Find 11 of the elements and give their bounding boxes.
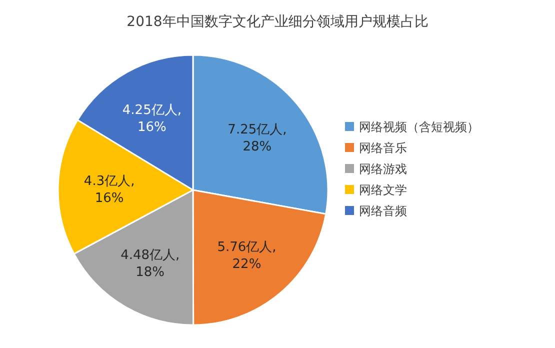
chart-title: 2018年中国数字文化产业细分领域用户规模占比 bbox=[126, 14, 428, 30]
data-label: 4.3亿人, 16% bbox=[84, 174, 135, 206]
data-label: 4.25亿人, 16% bbox=[122, 103, 182, 136]
data-label: 5.76亿人, 22% bbox=[217, 240, 276, 272]
legend-label: 网络文学 bbox=[359, 183, 407, 197]
data-label: 7.25亿人, 28% bbox=[228, 122, 287, 154]
legend-label: 网络音乐 bbox=[359, 141, 407, 155]
legend-label: 网络视频（含短视频） bbox=[359, 120, 479, 134]
data-label: 4.48亿人, 18% bbox=[120, 248, 180, 280]
legend-label: 网络音频 bbox=[359, 204, 407, 218]
legend-label: 网络游戏 bbox=[359, 162, 407, 176]
